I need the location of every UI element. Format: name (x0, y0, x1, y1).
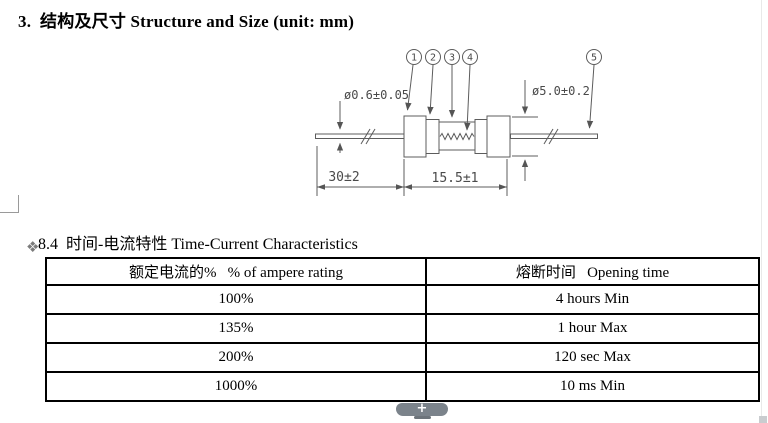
end-cap-right (486, 115, 511, 158)
lead-diameter-label: ø0.6±0.05 (344, 88, 409, 102)
body-length-label: 15.5±1 (432, 171, 479, 186)
table-row: 200% 120 sec Max (45, 342, 760, 373)
table-row: 100% 4 hours Min (45, 284, 760, 315)
time-current-table: 额定电流的% % of ampere rating 熔断时间 Opening t… (45, 257, 760, 402)
page-edge-line (761, 0, 762, 423)
lead-wire-left (315, 128, 405, 145)
table-cell-rating: 135% (45, 313, 427, 344)
body-diameter-label: ø5.0±0.2 (532, 84, 590, 98)
table-cell-rating: 200% (45, 342, 427, 373)
table-cell-time: 120 sec Max (425, 342, 760, 373)
fuse-tube (438, 121, 476, 151)
table-cell-time: 4 hours Min (425, 284, 760, 315)
fuse-body (403, 115, 511, 158)
callout-5: 5 (591, 53, 597, 64)
table-row: 1000% 10 ms Min (45, 371, 760, 402)
callout-1: 1 (411, 53, 417, 64)
fuse-ring-left (425, 119, 440, 154)
add-row-button[interactable]: + (396, 402, 448, 416)
callout-markers (405, 49, 602, 131)
add-row-button-shadow (414, 416, 431, 419)
length-dimensions (316, 146, 508, 196)
callout-3: 3 (449, 53, 455, 64)
table-cell-rating: 100% (45, 284, 427, 315)
table-header-row: 额定电流的% % of ampere rating 熔断时间 Opening t… (45, 257, 760, 286)
end-cap-left (403, 115, 427, 158)
lead-wire-right (510, 128, 598, 145)
header-cell-opening-time: 熔断时间 Opening time (425, 257, 760, 286)
fuse-ring-right (474, 119, 488, 154)
body-diameter-dimension (512, 80, 538, 181)
scrollbar-corner (759, 416, 767, 423)
lead-length-label: 30±2 (328, 170, 359, 185)
structure-size-heading: 3. 结构及尺寸 Structure and Size (unit: mm) (18, 12, 355, 31)
table-row: 135% 1 hour Max (45, 313, 760, 344)
table-cell-time: 10 ms Min (425, 371, 760, 402)
table-move-handle-icon[interactable]: ❖ (26, 238, 40, 256)
table-cell-time: 1 hour Max (425, 313, 760, 344)
fuse-dimension-diagram: 1 2 3 4 5 ø0.6±0.05 ø5.0±0.2 30±2 15.5±1 (315, 49, 602, 196)
callout-4: 4 (467, 53, 473, 64)
table-cell-rating: 1000% (45, 371, 427, 402)
time-current-heading: 8.4 时间-电流特性 Time-Current Characteristics (38, 236, 358, 253)
fuse-element-zigzag (439, 132, 475, 141)
header-cell-ampere-rating: 额定电流的% % of ampere rating (45, 257, 427, 286)
callout-2: 2 (430, 53, 436, 64)
text-boundary-corner-mark (0, 195, 19, 213)
